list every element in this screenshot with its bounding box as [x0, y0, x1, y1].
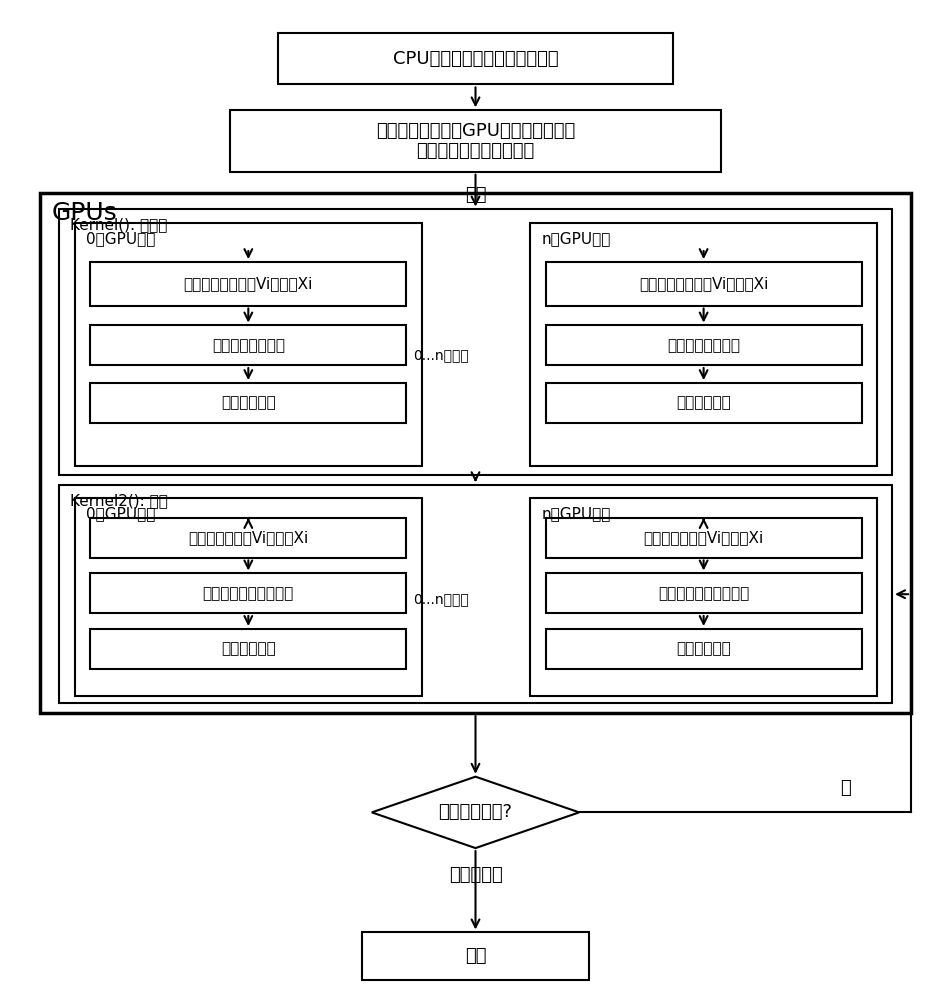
Bar	[546, 573, 862, 613]
Bar	[75, 498, 421, 696]
Text: 拷贝最优解: 拷贝最优解	[449, 866, 502, 884]
Text: 更新全局最优: 更新全局最优	[676, 641, 731, 656]
Bar	[90, 325, 406, 365]
Text: 初始化粒子的速度Vi和位置Xi: 初始化粒子的速度Vi和位置Xi	[639, 276, 768, 291]
Bar	[59, 485, 892, 703]
Bar	[278, 33, 673, 84]
Text: 0...n号线程: 0...n号线程	[413, 348, 469, 362]
Text: 0...n号线程: 0...n号线程	[413, 592, 469, 606]
Bar	[546, 325, 862, 365]
Bar	[546, 629, 862, 669]
Text: 更新粒子个体历史最优: 更新粒子个体历史最优	[203, 586, 294, 601]
Bar	[546, 518, 862, 558]
Text: 计算全局最优: 计算全局最优	[676, 395, 731, 410]
Text: 更新粒子的速度Vi和位置Xi: 更新粒子的速度Vi和位置Xi	[644, 530, 764, 545]
Bar	[59, 209, 892, 475]
Text: 计算全局最优: 计算全局最优	[221, 395, 276, 410]
Bar	[90, 262, 406, 306]
Text: Kernel(): 初始化: Kernel(): 初始化	[70, 217, 167, 232]
Text: 计算粒子初始最优: 计算粒子初始最优	[667, 338, 740, 353]
Text: 满足结束条件?: 满足结束条件?	[438, 803, 513, 821]
Text: 否: 否	[841, 779, 851, 797]
Bar	[90, 629, 406, 669]
Bar	[362, 932, 589, 980]
Bar	[530, 223, 877, 466]
Text: 计算粒子初始最优: 计算粒子初始最优	[212, 338, 284, 353]
Text: 结束: 结束	[465, 947, 486, 965]
Text: 更新全局最优: 更新全局最优	[221, 641, 276, 656]
Text: GPUs: GPUs	[51, 201, 117, 225]
Text: 分摊: 分摊	[465, 186, 486, 204]
Polygon shape	[372, 777, 579, 848]
Text: Kernel2(): 更新: Kernel2(): 更新	[70, 493, 168, 508]
Text: CPU端进行必要的变量的初始化: CPU端进行必要的变量的初始化	[393, 50, 558, 68]
Text: 根据问题规模指定GPU中网格和块的大
小，从而确定线程的数量: 根据问题规模指定GPU中网格和块的大 小，从而确定线程的数量	[376, 122, 575, 160]
Bar	[90, 383, 406, 423]
Bar	[75, 223, 421, 466]
Bar	[40, 193, 911, 713]
Bar	[90, 573, 406, 613]
Text: 0号GPU线程: 0号GPU线程	[87, 506, 156, 521]
Text: 更新粒子个体历史最优: 更新粒子个体历史最优	[658, 586, 749, 601]
Text: 更新粒子的速度Vi和位置Xi: 更新粒子的速度Vi和位置Xi	[188, 530, 308, 545]
Bar	[530, 498, 877, 696]
Bar	[546, 383, 862, 423]
Text: 初始化粒子的速度Vi和位置Xi: 初始化粒子的速度Vi和位置Xi	[184, 276, 313, 291]
Text: n号GPU线程: n号GPU线程	[541, 506, 611, 521]
Text: n号GPU线程: n号GPU线程	[541, 231, 611, 246]
Bar	[546, 262, 862, 306]
Bar	[230, 110, 721, 172]
Bar	[90, 518, 406, 558]
Text: 0号GPU线程: 0号GPU线程	[87, 231, 156, 246]
